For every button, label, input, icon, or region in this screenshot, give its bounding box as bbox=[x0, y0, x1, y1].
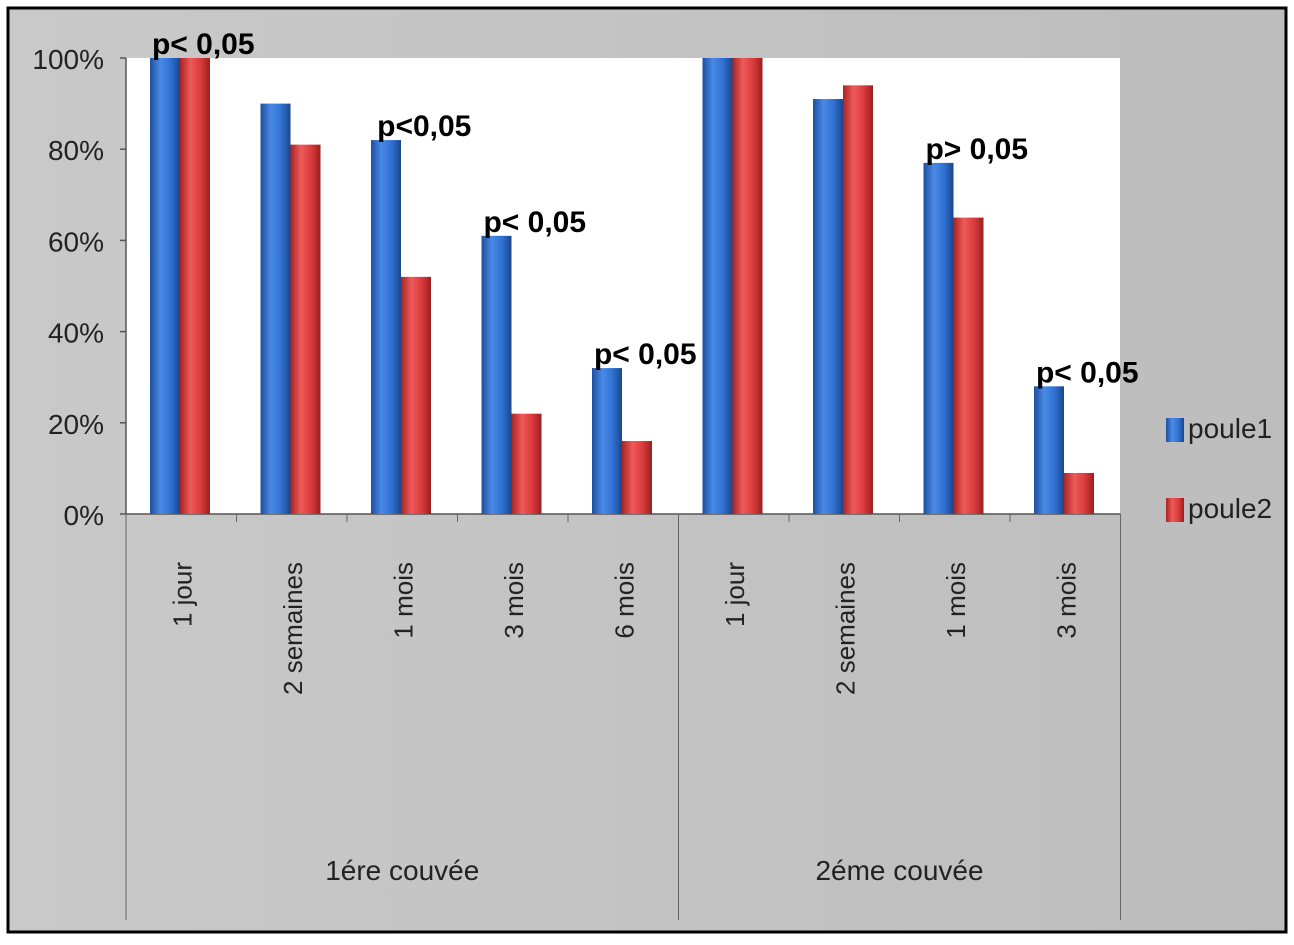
x-tick-label: 2 semaines bbox=[830, 562, 860, 695]
group-label: 2éme couvée bbox=[815, 855, 983, 886]
p-value-annotation: p< 0,05 bbox=[152, 28, 255, 61]
labels: 1 jour 2 semaines 1 mois 3 mois 6 mois 1 jour… bbox=[152, 28, 1139, 886]
bar-poule2 bbox=[290, 144, 321, 514]
legend-label: poule2 bbox=[1188, 493, 1272, 524]
bar-poule1 bbox=[150, 58, 180, 514]
bar-poule1 bbox=[371, 140, 401, 514]
bar-poule2 bbox=[843, 85, 873, 515]
y-tick-label: 40% bbox=[48, 318, 104, 349]
group-label: 1ére couvée bbox=[325, 855, 479, 886]
bar-poule2 bbox=[732, 58, 763, 514]
bar-poule2 bbox=[511, 413, 542, 514]
y-tick-label: 100% bbox=[32, 44, 104, 75]
bar-poule2 bbox=[401, 276, 431, 514]
y-tick-label: 20% bbox=[48, 409, 104, 440]
y-tick-label: 0% bbox=[64, 500, 104, 531]
legend-label: poule1 bbox=[1188, 413, 1272, 444]
bar-poule2 bbox=[1064, 472, 1094, 514]
legend-swatch-poule2 bbox=[1166, 498, 1184, 522]
x-tick-label: 1 jour bbox=[720, 562, 750, 627]
p-value-annotation: p< 0,05 bbox=[483, 206, 586, 239]
bar-poule2 bbox=[180, 58, 210, 514]
bar-poule1 bbox=[813, 99, 843, 514]
x-tick-label: 6 mois bbox=[609, 562, 639, 639]
legend-swatch-poule1 bbox=[1166, 418, 1184, 442]
chart-border bbox=[6, 6, 1288, 934]
bar-poule1 bbox=[592, 368, 622, 514]
y-tick-label: 60% bbox=[48, 226, 104, 257]
x-tick-label: 1 mois bbox=[941, 562, 971, 639]
p-value-annotation: p> 0,05 bbox=[925, 133, 1028, 166]
p-value-annotation: p< 0,05 bbox=[594, 338, 697, 371]
x-tick-label: 2 semaines bbox=[278, 562, 308, 695]
bar-poule1 bbox=[260, 103, 291, 514]
bar-poule1 bbox=[702, 58, 733, 514]
bar-poule1 bbox=[481, 235, 512, 514]
bar-poule2 bbox=[622, 441, 652, 514]
bar-poule1 bbox=[923, 162, 954, 514]
axes: 0% 20% 40% 60% 80% 100% bbox=[32, 44, 1121, 920]
bar-poule2 bbox=[953, 217, 984, 514]
bars bbox=[150, 58, 1094, 515]
x-tick-label: 1 jour bbox=[167, 562, 197, 627]
p-value-annotation: p< 0,05 bbox=[1036, 356, 1139, 389]
bar-poule1 bbox=[1034, 386, 1064, 514]
y-tick-label: 80% bbox=[48, 135, 104, 166]
x-tick-label: 3 mois bbox=[499, 562, 529, 639]
p-value-annotation: p<0,05 bbox=[377, 110, 471, 143]
legend: poule1 poule2 bbox=[1166, 413, 1272, 524]
x-tick-label: 1 mois bbox=[388, 562, 418, 639]
x-tick-label: 3 mois bbox=[1051, 562, 1081, 639]
